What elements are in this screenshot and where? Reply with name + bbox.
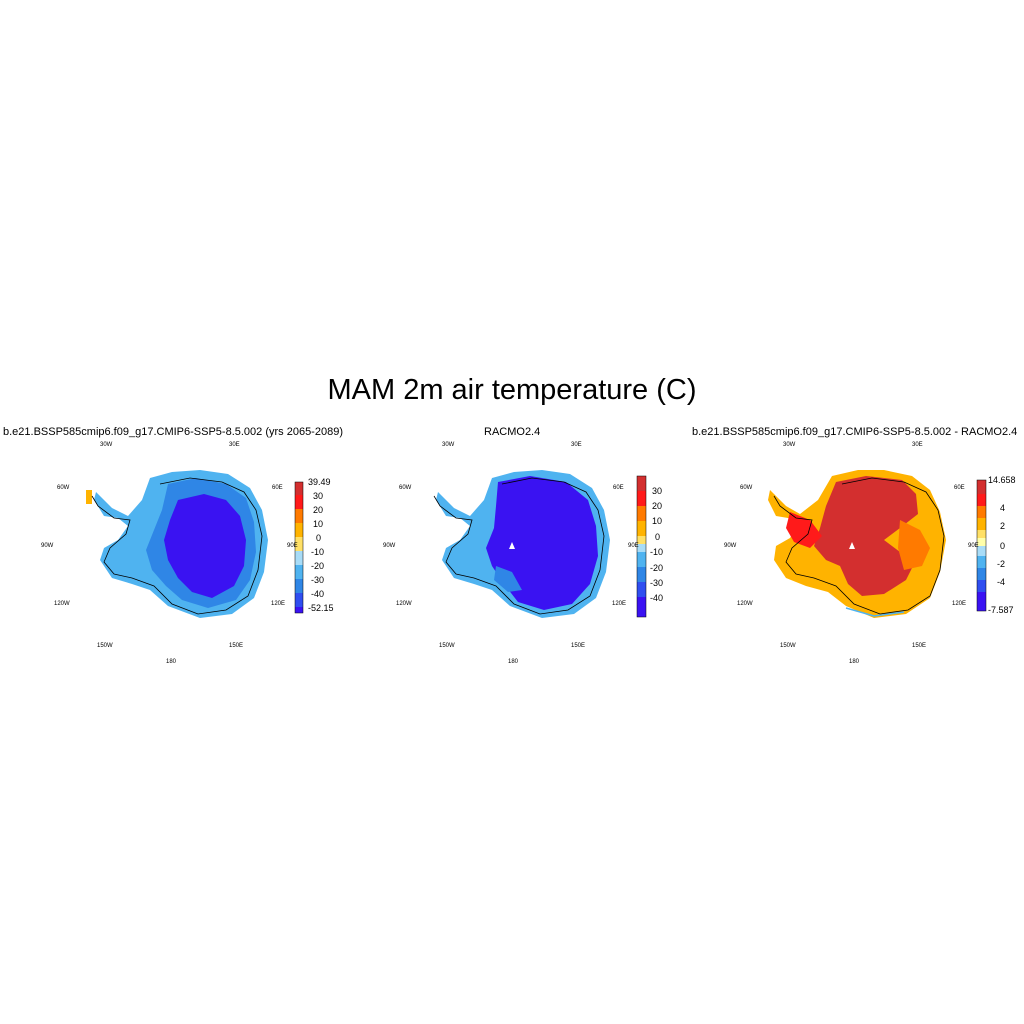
- panel-3-colorbar: [976, 479, 987, 612]
- lon-label-30w: 30W: [100, 442, 113, 448]
- peninsula-warm-spot: [86, 490, 92, 504]
- colorbar-tick-label: 14.658: [988, 475, 1016, 485]
- lon-label-150e: 150E: [912, 643, 927, 649]
- antarctica-interior-warm: [814, 476, 918, 596]
- lon-label-120e: 120E: [271, 601, 286, 607]
- colorbar-tick-label: 2: [1000, 521, 1006, 531]
- lon-label-90w: 90W: [41, 543, 54, 549]
- lon-label-180: 180: [166, 659, 177, 665]
- colorbar-tick-label: 0: [655, 532, 661, 542]
- colorbar-tick-label: 10: [652, 516, 663, 526]
- coastline: [433, 477, 605, 615]
- lon-label-120e: 120E: [952, 601, 967, 607]
- lon-label-90e: 90E: [628, 543, 639, 549]
- colorbar-tick-label: -40: [650, 593, 664, 603]
- colorbar-tick-label: -4: [997, 577, 1006, 587]
- lon-label-90e: 90E: [968, 543, 979, 549]
- panel-2-title: RACMO2.4: [484, 426, 541, 438]
- panel-1-colorbar: [294, 481, 304, 614]
- colorbar-tick-label: 30: [652, 486, 663, 496]
- colorbar-tick-label: 20: [313, 505, 324, 515]
- lon-label-150w: 150W: [780, 643, 796, 649]
- figure-title: MAM 2m air temperature (C): [327, 374, 697, 406]
- colorbar-tick-label: -10: [311, 547, 325, 557]
- lon-label-30e: 30E: [571, 442, 582, 448]
- panel-1-title: b.e21.BSSP585cmip6.f09_g17.CMIP6-SSP5-8.…: [3, 426, 343, 438]
- panel-2-map: [433, 470, 647, 618]
- lon-label-150e: 150E: [229, 643, 244, 649]
- colorbar-tick-label: -40: [311, 589, 325, 599]
- pole-marker: [509, 542, 515, 549]
- lon-label-30w: 30W: [783, 442, 796, 448]
- lon-label-180: 180: [508, 659, 519, 665]
- lon-label-150w: 150W: [97, 643, 113, 649]
- colorbar-tick-label: 10: [313, 519, 324, 529]
- lon-label-90e: 90E: [287, 543, 298, 549]
- lon-label-60e: 60E: [954, 485, 965, 491]
- panel-1-map: [86, 470, 304, 618]
- lon-label-90w: 90W: [724, 543, 737, 549]
- lon-label-60e: 60E: [613, 485, 624, 491]
- lon-label-150e: 150E: [571, 643, 586, 649]
- lon-label-60w: 60W: [740, 485, 753, 491]
- colorbar-tick-label: -10: [650, 547, 664, 557]
- lon-label-90w: 90W: [383, 543, 396, 549]
- coastline: [773, 477, 945, 615]
- colorbar-tick-label: 0: [1000, 541, 1006, 551]
- lon-label-30e: 30E: [229, 442, 240, 448]
- colorbar-tick-label: 39.49: [308, 477, 331, 487]
- lon-label-120e: 120E: [612, 601, 627, 607]
- colorbar-tick-label: -2: [997, 559, 1006, 569]
- lon-label-120w: 120W: [737, 601, 753, 607]
- lon-label-120w: 120W: [396, 601, 412, 607]
- colorbar-tick-label: -52.15: [308, 603, 334, 613]
- antarctica-interior-hot-2: [898, 520, 930, 570]
- colorbar-tick-label: -20: [311, 561, 325, 571]
- lon-label-60e: 60E: [272, 485, 283, 491]
- lon-label-150w: 150W: [439, 643, 455, 649]
- colorbar-tick-label: 0: [316, 533, 322, 543]
- pole-marker: [849, 542, 855, 549]
- panel-3-title: b.e21.BSSP585cmip6.f09_g17.CMIP6-SSP5-8.…: [692, 426, 1018, 438]
- lon-label-30w: 30W: [442, 442, 455, 448]
- lon-label-60w: 60W: [399, 485, 412, 491]
- coastline: [91, 477, 263, 615]
- colorbar-tick-label: -30: [650, 578, 664, 588]
- coastal-cool-edge: [845, 607, 905, 617]
- lon-label-120w: 120W: [54, 601, 70, 607]
- colorbar-tick-label: -7.587: [988, 605, 1014, 615]
- antarctica-west-warm: [786, 512, 822, 548]
- colorbar-tick-label: 30: [313, 491, 324, 501]
- ross-shelf-mid: [494, 566, 522, 592]
- colorbar-tick-label: 20: [652, 501, 663, 511]
- lon-label-30e: 30E: [912, 442, 923, 448]
- colorbar-tick-label: -20: [650, 563, 664, 573]
- antarctica-interior-cold: [164, 494, 246, 598]
- colorbar-tick-label: -30: [311, 575, 325, 585]
- lon-label-180: 180: [849, 659, 860, 665]
- lon-label-60w: 60W: [57, 485, 70, 491]
- panel-2-colorbar: [636, 475, 647, 618]
- colorbar-tick-label: 4: [1000, 503, 1006, 513]
- panel-3-map: [768, 470, 987, 618]
